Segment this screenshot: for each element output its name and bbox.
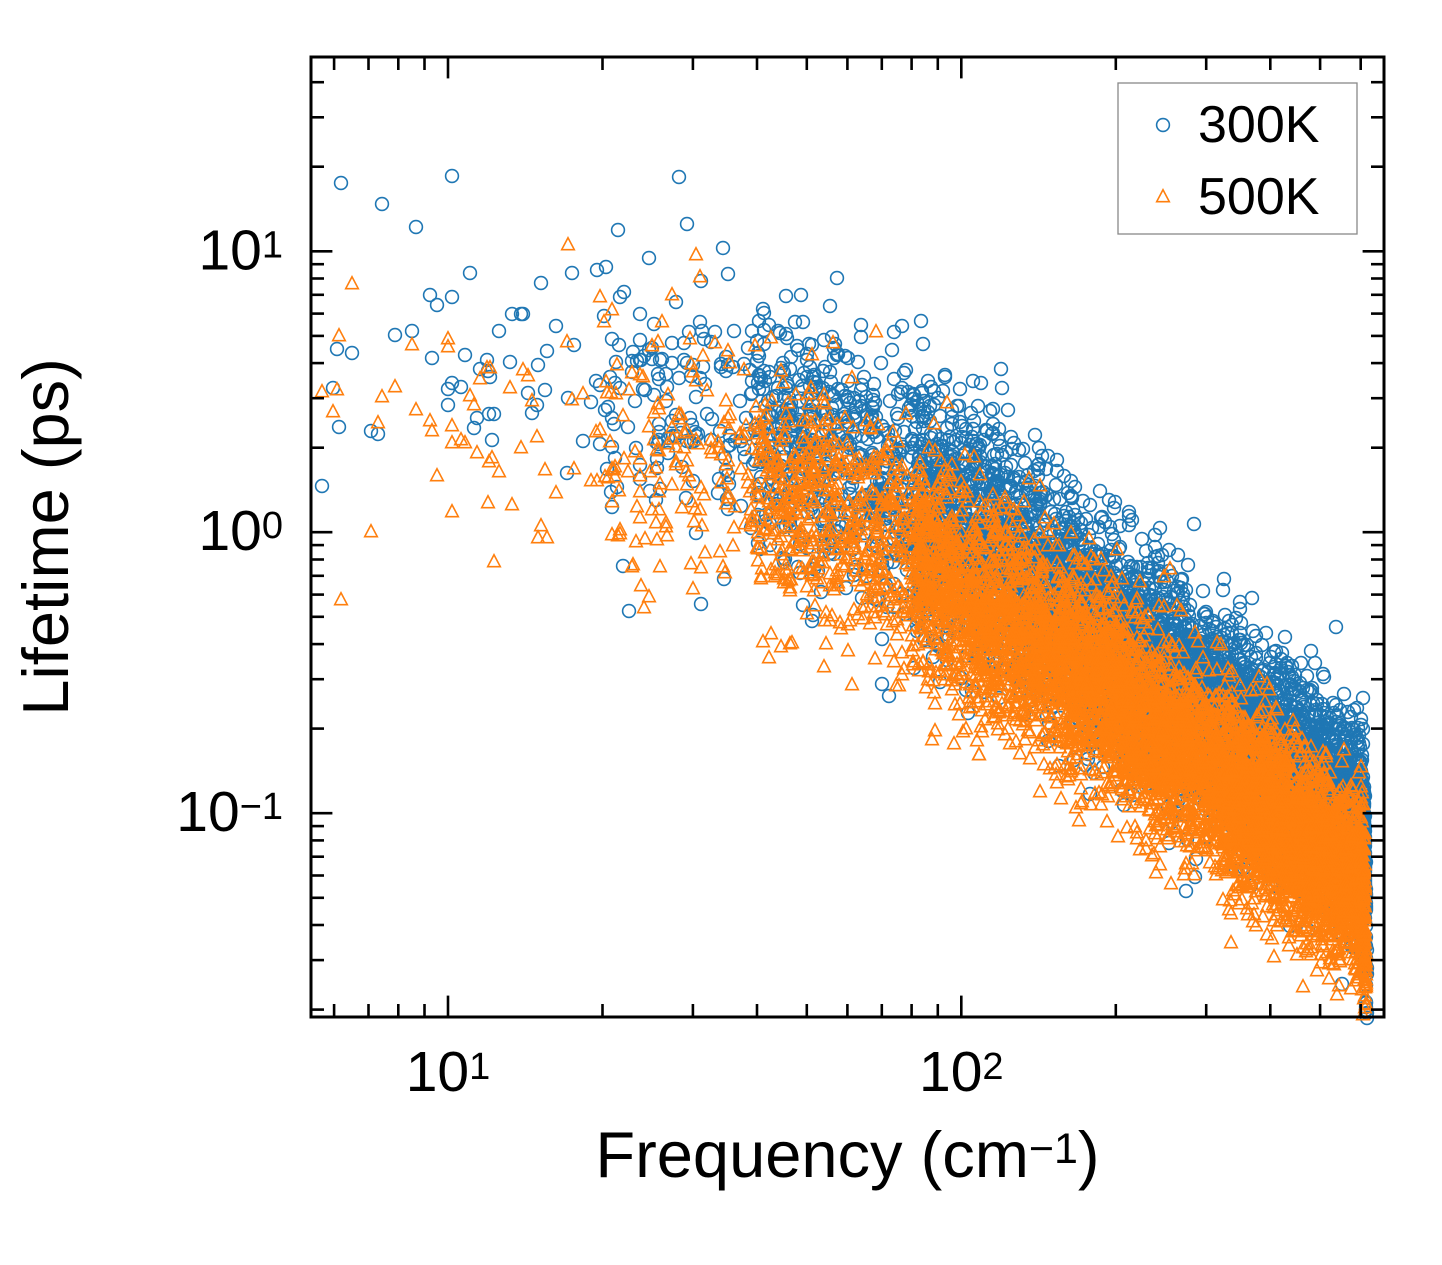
svg-text:Lifetime (ps): Lifetime (ps) [9, 358, 82, 716]
svg-text:101: 101 [406, 1040, 491, 1104]
svg-text:300K: 300K [1198, 96, 1320, 154]
svg-text:Frequency (cm−1): Frequency (cm−1) [595, 1118, 1099, 1191]
svg-text:100: 100 [198, 499, 283, 563]
svg-text:500K: 500K [1198, 168, 1320, 226]
svg-text:10−1: 10−1 [176, 780, 283, 844]
svg-text:102: 102 [919, 1040, 1004, 1104]
svg-text:101: 101 [198, 218, 283, 282]
